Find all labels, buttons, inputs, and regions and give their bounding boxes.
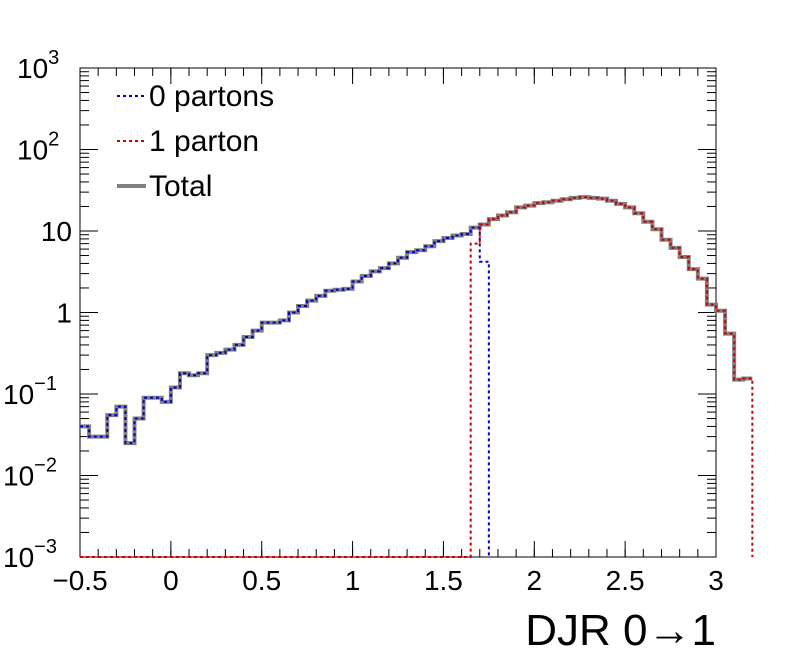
y-tick-label: 102 bbox=[17, 129, 59, 166]
series-total bbox=[80, 195, 753, 446]
y-tick-label: 10−1 bbox=[3, 373, 57, 410]
x-tick-label: 2.5 bbox=[606, 565, 645, 596]
x-tick-label: 1 bbox=[345, 565, 361, 596]
y-tick-label: 10 bbox=[41, 216, 72, 247]
x-axis-label: DJR 0→1 bbox=[525, 606, 716, 655]
x-tick-label: −0.5 bbox=[52, 565, 107, 596]
legend-label: Total bbox=[149, 170, 212, 203]
x-tick-label: 1.5 bbox=[424, 565, 463, 596]
x-tick-label: 3 bbox=[708, 565, 724, 596]
x-tick-label: 0 bbox=[163, 565, 179, 596]
y-tick-label: 1 bbox=[56, 298, 72, 329]
series-layer bbox=[80, 195, 754, 558]
legend-label: 0 partons bbox=[149, 80, 274, 113]
x-tick-label: 2 bbox=[526, 565, 542, 596]
legend-label: 1 parton bbox=[149, 125, 259, 158]
x-tick-label: 0.5 bbox=[242, 565, 281, 596]
legend: 0 partons 1 parton Total bbox=[117, 80, 274, 203]
series-0-partons bbox=[80, 226, 490, 557]
y-tick-label: 10−3 bbox=[3, 536, 57, 573]
y-tick-label: 10−2 bbox=[3, 455, 57, 492]
y-tick-label: 103 bbox=[17, 47, 59, 84]
x-axis-ticks: −0.5 0 0.5 1 1.5 2 2.5 3 bbox=[52, 68, 724, 596]
series-1-parton bbox=[80, 196, 754, 558]
y-axis-ticks: 10−3 10−2 10−1 1 10 102 103 bbox=[3, 47, 716, 573]
